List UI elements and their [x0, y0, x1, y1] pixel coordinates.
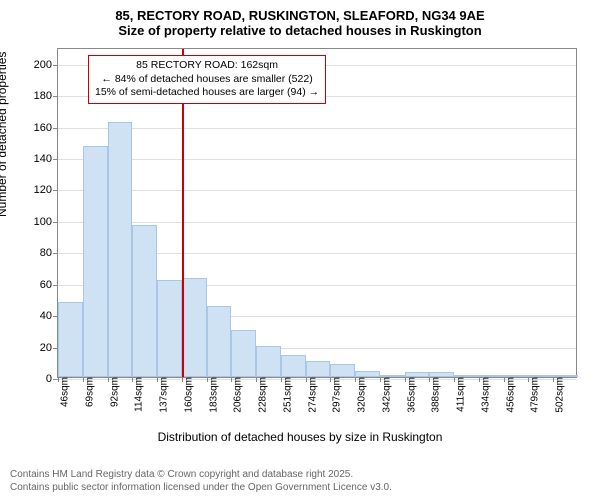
xtick-label: 456sqm	[499, 377, 516, 413]
ytick-mark	[53, 159, 58, 160]
xtick-label: 206sqm	[227, 377, 244, 413]
annotation-box: 85 RECTORY ROAD: 162sqm← 84% of detached…	[88, 55, 326, 104]
histogram-bar	[256, 346, 281, 377]
histogram-bar	[58, 302, 83, 377]
xtick-label: 297sqm	[326, 377, 343, 413]
ytick-mark	[53, 65, 58, 66]
xtick-label: 320sqm	[351, 377, 368, 413]
xtick-label: 137sqm	[153, 377, 170, 413]
xtick-label: 388sqm	[425, 377, 442, 413]
xaxis-label: Distribution of detached houses by size …	[0, 430, 600, 444]
histogram-bar	[182, 278, 207, 377]
histogram-bar	[83, 146, 108, 377]
xtick-label: 92sqm	[103, 377, 120, 407]
xtick-label: 114sqm	[128, 377, 145, 412]
chart-container: 85, RECTORY ROAD, RUSKINGTON, SLEAFORD, …	[0, 0, 600, 500]
ytick-mark	[53, 128, 58, 129]
xtick-label: 342sqm	[375, 377, 392, 413]
histogram-bar	[281, 355, 306, 377]
footer-attribution: Contains HM Land Registry data © Crown c…	[10, 468, 590, 494]
xtick-label: 479sqm	[524, 377, 541, 413]
xtick-label: 46sqm	[54, 377, 71, 407]
histogram-bar	[330, 364, 355, 377]
xtick-label: 251sqm	[276, 377, 293, 413]
ytick-mark	[53, 222, 58, 223]
histogram-bar	[306, 361, 331, 377]
ytick-mark	[53, 96, 58, 97]
xtick-label: 434sqm	[474, 377, 491, 413]
gridline	[58, 159, 576, 160]
histogram-bar	[231, 330, 256, 377]
xtick-label: 274sqm	[301, 377, 318, 413]
histogram-bar	[157, 280, 182, 377]
xtick-label: 160sqm	[177, 377, 194, 413]
gridline	[58, 222, 576, 223]
xtick-label: 228sqm	[252, 377, 269, 413]
annotation-line1: 85 RECTORY ROAD: 162sqm	[95, 59, 319, 73]
xtick-label: 183sqm	[202, 377, 219, 413]
histogram-bar	[207, 306, 232, 377]
ytick-mark	[53, 253, 58, 254]
xtick-label: 502sqm	[549, 377, 566, 413]
title-line1: 85, RECTORY ROAD, RUSKINGTON, SLEAFORD, …	[10, 8, 590, 23]
histogram-bar	[108, 122, 133, 377]
histogram-bar	[132, 225, 157, 377]
xtick-label: 365sqm	[400, 377, 417, 413]
chart-plot-area: 02040608010012014016018020046sqm69sqm92s…	[57, 48, 577, 378]
ytick-mark	[53, 190, 58, 191]
title-line2: Size of property relative to detached ho…	[10, 23, 590, 38]
annotation-line2: ← 84% of detached houses are smaller (52…	[95, 73, 319, 87]
footer-line1: Contains HM Land Registry data © Crown c…	[10, 468, 590, 481]
xtick-label: 69sqm	[78, 377, 95, 407]
title-block: 85, RECTORY ROAD, RUSKINGTON, SLEAFORD, …	[0, 0, 600, 42]
ytick-mark	[53, 285, 58, 286]
gridline	[58, 128, 576, 129]
xtick-label: 411sqm	[450, 377, 467, 412]
annotation-line3: 15% of semi-detached houses are larger (…	[95, 86, 319, 100]
footer-line2: Contains public sector information licen…	[10, 481, 590, 494]
gridline	[58, 190, 576, 191]
